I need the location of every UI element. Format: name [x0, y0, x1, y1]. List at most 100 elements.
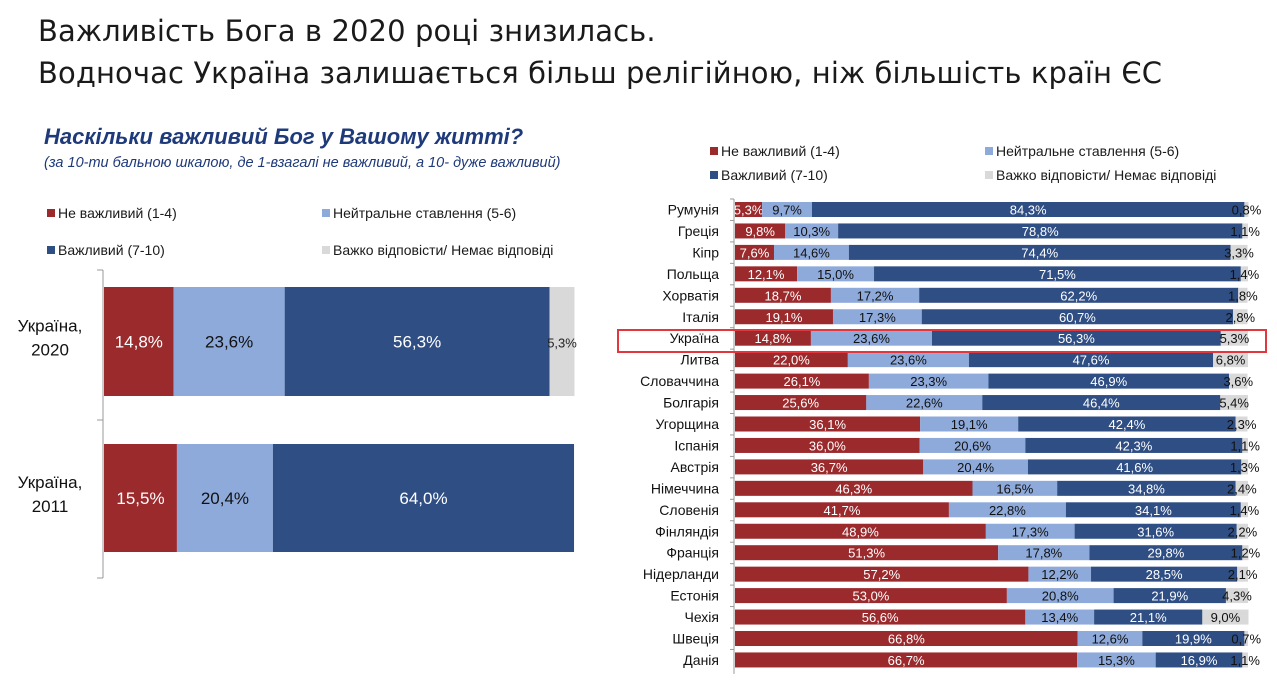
- bar-segment: [1242, 437, 1248, 453]
- data-label: 64,0%: [399, 489, 447, 508]
- bar-segment: [1028, 566, 1092, 582]
- data-label: 42,3%: [1115, 438, 1152, 453]
- bar-segment: [773, 244, 849, 260]
- bar-segment: [173, 287, 285, 396]
- data-label: 20,8%: [1042, 589, 1079, 604]
- right-legend-item-neutral: Нейтральне ставлення (5-6): [985, 143, 1179, 159]
- category-label: Італія: [682, 309, 719, 325]
- bar-segment: [1057, 480, 1236, 496]
- data-label: 10,3%: [793, 224, 830, 239]
- bar-segment: [1077, 631, 1143, 646]
- bar-segment: [811, 202, 1245, 217]
- data-label: 22,6%: [906, 396, 943, 411]
- bar-segment: [735, 523, 986, 539]
- data-label: 34,8%: [1128, 481, 1165, 496]
- left-legend-item-no-answer: Важко відповісти/ Немає відповіді: [322, 242, 553, 258]
- bar-segment: [1155, 652, 1243, 668]
- bar-segment: [1018, 416, 1236, 432]
- data-label: 18,7%: [765, 288, 802, 303]
- bar-segment: [1089, 545, 1243, 561]
- bar-segment: [838, 223, 1243, 239]
- bar-segment: [1220, 395, 1248, 411]
- data-label: 21,9%: [1151, 589, 1188, 604]
- data-label: 9,0%: [1211, 610, 1241, 625]
- bar-segment: [735, 330, 811, 346]
- legend-label: Важко відповісти/ Немає відповіді: [333, 242, 554, 258]
- bar-segment: [1244, 631, 1248, 646]
- data-label: 42,4%: [1108, 417, 1145, 432]
- bar-segment: [735, 502, 949, 518]
- data-label: 84,3%: [1010, 203, 1047, 218]
- data-label: 1,1%: [1230, 438, 1260, 453]
- data-label: 21,1%: [1130, 610, 1167, 625]
- data-label: 22,0%: [773, 353, 810, 368]
- data-label: 56,3%: [393, 333, 441, 352]
- legend-swatch: [710, 171, 718, 179]
- bar-segment: [176, 444, 273, 552]
- bar-segment: [1025, 609, 1095, 625]
- data-label: 1,4%: [1230, 267, 1260, 282]
- data-label: 12,6%: [1092, 632, 1129, 647]
- bar-segment: [972, 480, 1058, 496]
- bar-segment: [848, 244, 1231, 260]
- data-label: 26,1%: [784, 374, 821, 389]
- bar-segment: [104, 444, 177, 552]
- legend-label: Важливий (7-10): [58, 242, 165, 258]
- data-label: 31,6%: [1137, 524, 1174, 539]
- bar-segment: [923, 459, 1028, 475]
- data-label: 15,5%: [116, 489, 164, 508]
- category-label: Фінляндія: [655, 523, 719, 539]
- bar-segment: [735, 480, 973, 496]
- category-label: Естонія: [670, 588, 719, 604]
- data-label: 17,2%: [857, 288, 894, 303]
- data-label: 2,2%: [1228, 524, 1258, 539]
- data-label: 51,3%: [848, 546, 885, 561]
- ukraine-highlight-box: [617, 329, 1267, 353]
- bar-segment: [1241, 459, 1248, 475]
- data-label: 41,6%: [1116, 460, 1153, 475]
- bar-segment: [1235, 480, 1248, 496]
- bar-segment: [735, 652, 1078, 668]
- data-label: 14,8%: [115, 333, 163, 352]
- data-label: 20,4%: [201, 489, 249, 508]
- legend-swatch: [322, 246, 330, 254]
- data-label: 28,5%: [1146, 567, 1183, 582]
- bar-segment: [1225, 588, 1248, 604]
- data-label: 5,3%: [547, 336, 577, 351]
- data-label: 9,7%: [772, 203, 802, 218]
- data-label: 1,8%: [1228, 288, 1258, 303]
- right-legend-item-no-answer: Важко відповісти/ Немає відповіді: [985, 167, 1216, 183]
- data-label: 12,2%: [1041, 567, 1078, 582]
- data-label: 16,5%: [996, 481, 1033, 496]
- bar-segment: [920, 416, 1019, 432]
- bar-segment: [998, 545, 1090, 561]
- data-label: 36,7%: [811, 460, 848, 475]
- category-label: Швеція: [672, 631, 719, 647]
- bar-segment: [1244, 202, 1249, 217]
- left-legend-item-important: Важливий (7-10): [47, 242, 165, 258]
- right-legend-item-not-important: Не важливий (1-4): [710, 143, 840, 159]
- category-label: 2011: [32, 497, 69, 516]
- bar-segment: [982, 395, 1221, 411]
- data-label: 46,3%: [835, 481, 872, 496]
- data-label: 62,2%: [1060, 288, 1097, 303]
- bar-segment: [985, 523, 1075, 539]
- data-label: 12,1%: [748, 267, 785, 282]
- category-label: Угорщина: [656, 416, 720, 432]
- bar-segment: [735, 223, 786, 239]
- data-label: 23,6%: [890, 353, 927, 368]
- category-label: Нідерланди: [643, 566, 719, 582]
- data-label: 13,4%: [1041, 610, 1078, 625]
- data-label: 74,4%: [1021, 245, 1058, 260]
- data-label: 16,9%: [1181, 653, 1218, 668]
- category-label: Греція: [678, 223, 719, 239]
- survey-question: Наскільки важливий Бог у Вашому житті?: [44, 124, 524, 149]
- data-label: 48,9%: [842, 524, 879, 539]
- category-label: Данія: [683, 652, 719, 668]
- bar-segment: [735, 588, 1007, 604]
- category-label: Україна: [670, 330, 720, 346]
- data-label: 0,8%: [1232, 203, 1262, 218]
- data-label: 14,8%: [755, 331, 792, 346]
- data-label: 9,8%: [745, 224, 775, 239]
- data-label: 23,6%: [205, 333, 253, 352]
